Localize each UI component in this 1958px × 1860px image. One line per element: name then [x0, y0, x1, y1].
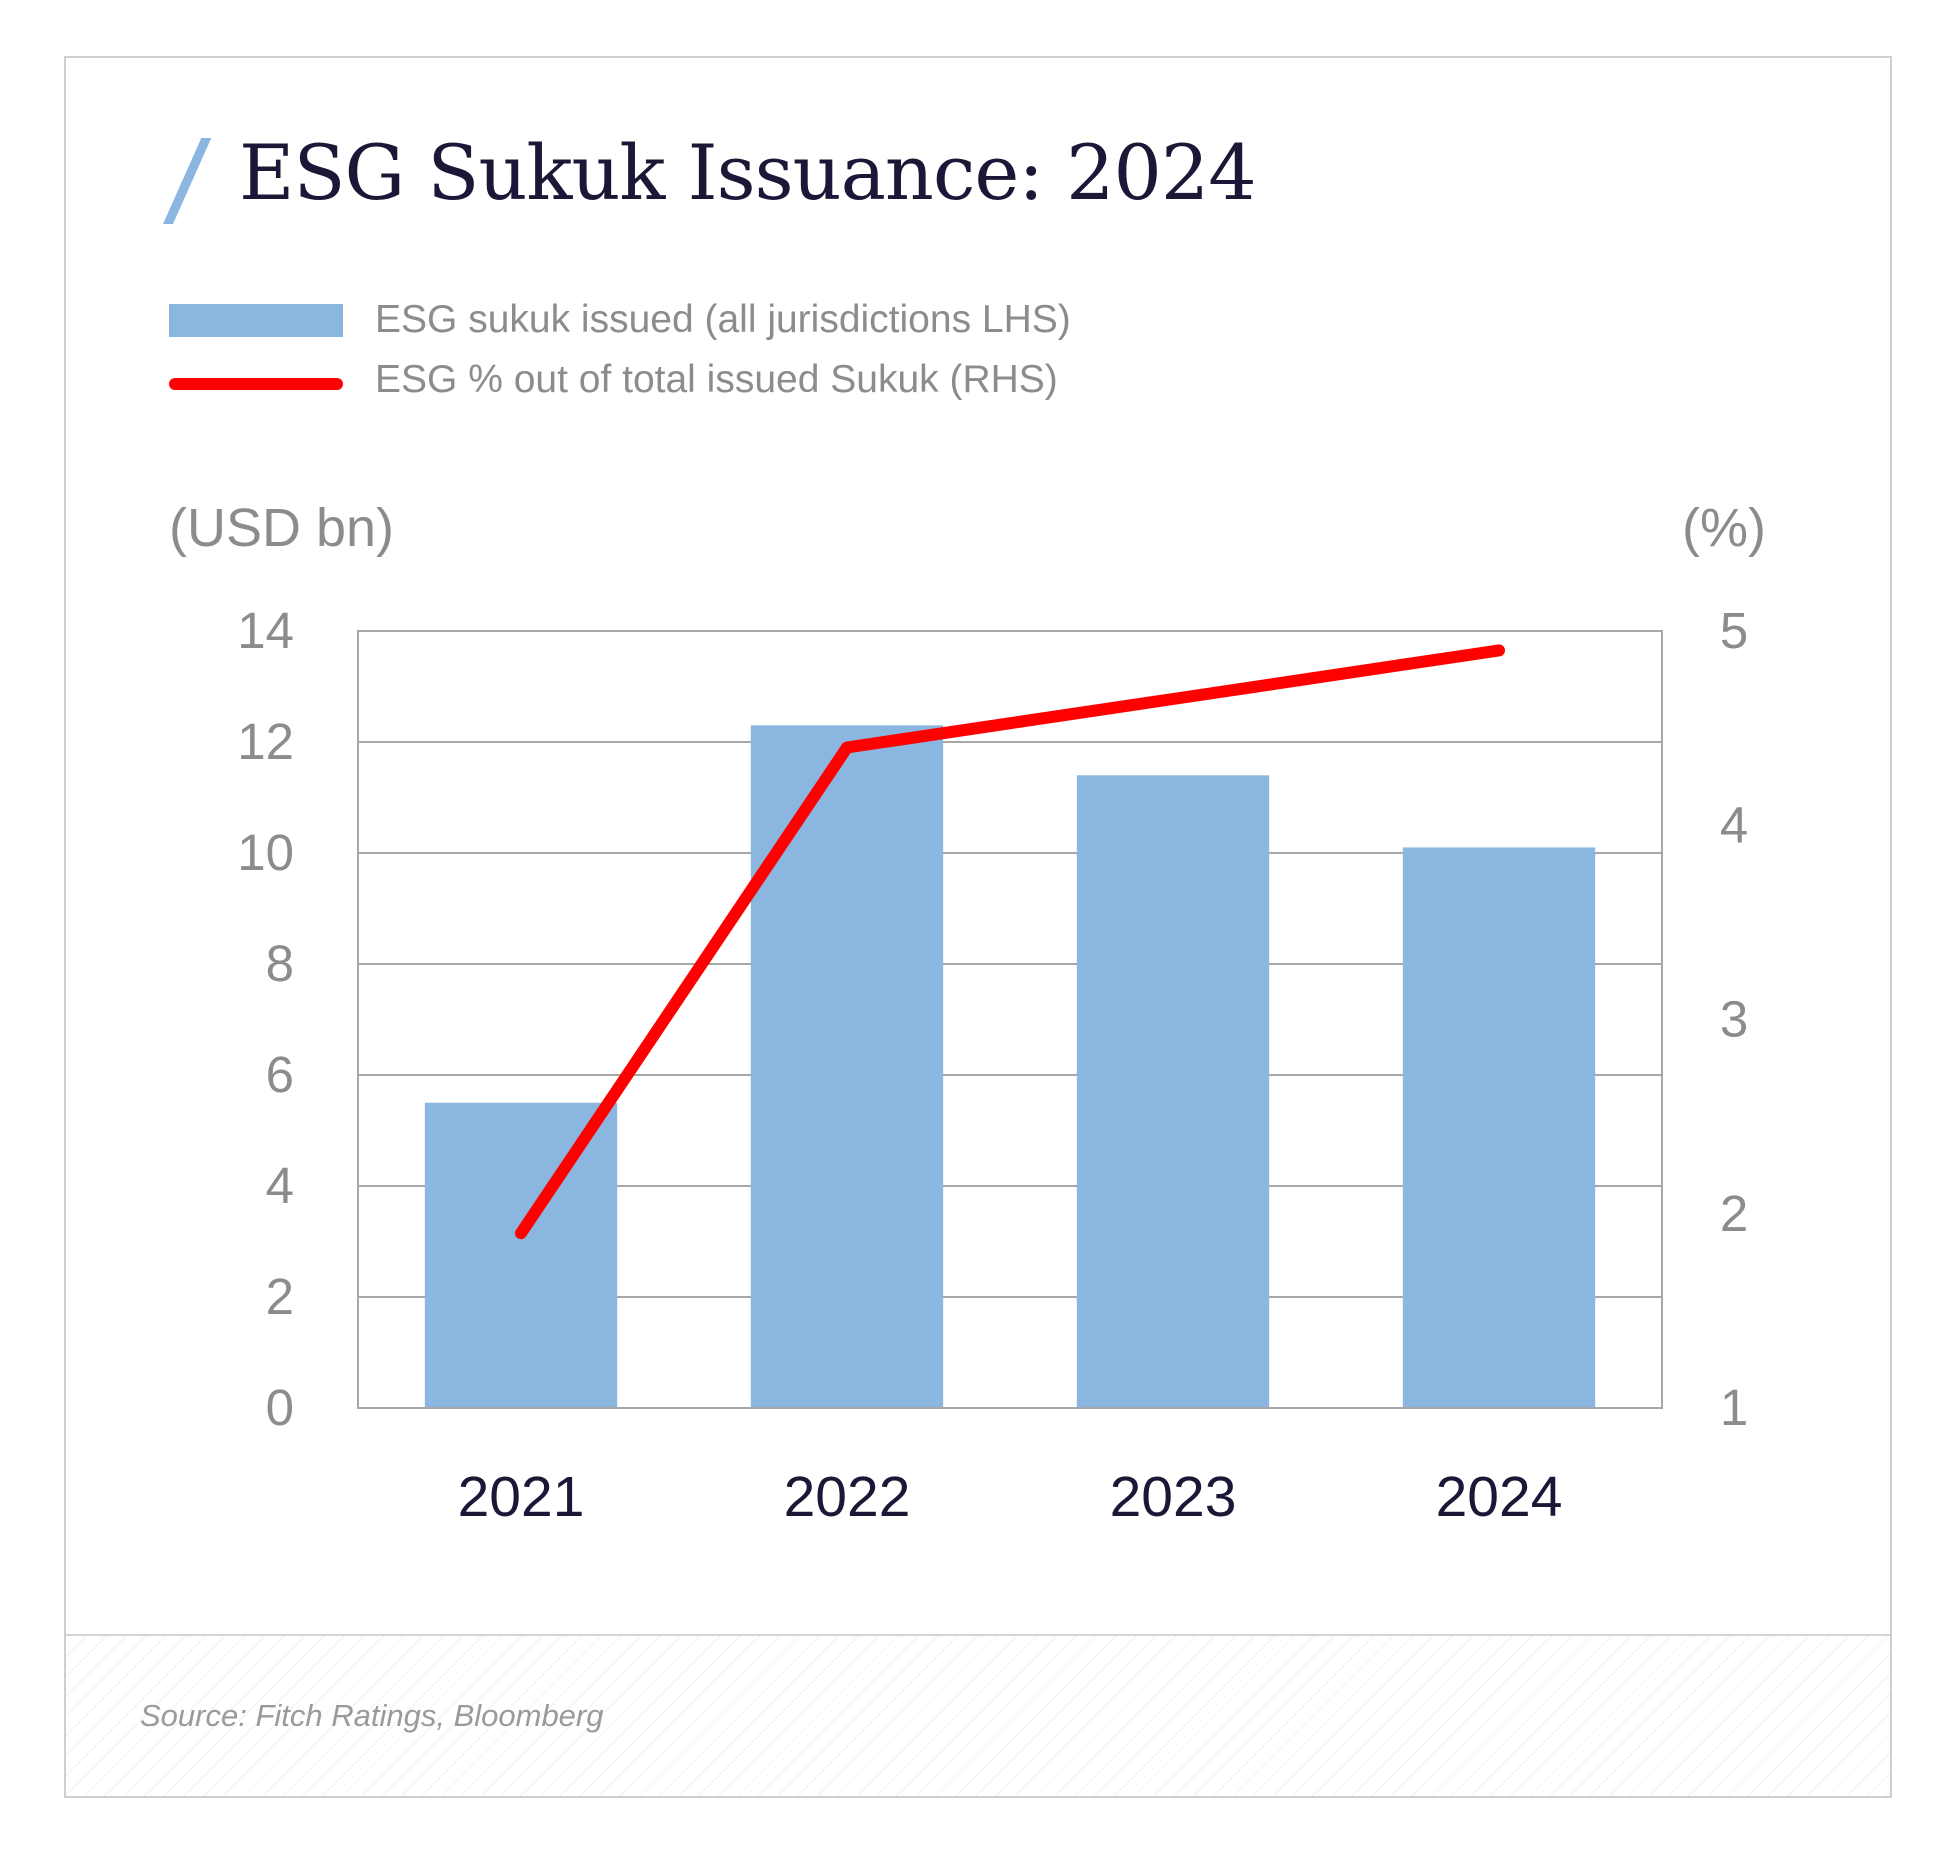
pct-line: [515, 644, 1505, 1240]
left-tick-4: 4: [266, 1157, 294, 1214]
footer: Source: Fitch Ratings, Bloomberg: [66, 1634, 1890, 1796]
bar-2022: [750, 725, 944, 1408]
right-tick-3: 3: [1720, 991, 1748, 1048]
x-tick-2021: 2021: [458, 1465, 585, 1529]
left-axis-ticks: 0 2 4 6 8 10 12 14: [237, 602, 294, 1436]
legend-label-bars: ESG sukuk issued (all jurisdictions LHS): [375, 298, 1071, 341]
right-tick-5: 5: [1720, 602, 1748, 659]
bar-2021: [424, 1102, 618, 1408]
x-axis-ticks: 2021 2022 2023 2024: [458, 1465, 1563, 1529]
right-tick-1: 1: [1720, 1379, 1748, 1436]
left-tick-10: 10: [237, 824, 294, 881]
chart-card: ESG Sukuk Issuance: 2024 ESG sukuk issue…: [64, 56, 1892, 1798]
chart-title: ESG Sukuk Issuance: 2024: [239, 128, 1257, 217]
left-tick-14: 14: [237, 602, 294, 659]
left-tick-12: 12: [237, 713, 294, 770]
x-tick-2023: 2023: [1110, 1465, 1237, 1529]
left-tick-2: 2: [266, 1268, 294, 1325]
legend-label-line: ESG % out of total issued Sukuk (RHS): [375, 358, 1058, 401]
x-tick-2024: 2024: [1436, 1465, 1563, 1529]
source-note: Source: Fitch Ratings, Bloomberg: [140, 1698, 604, 1733]
right-axis-unit: (%): [1682, 498, 1766, 558]
bar-2024: [1402, 847, 1596, 1408]
left-tick-0: 0: [266, 1379, 294, 1436]
plot-frame: [357, 630, 1663, 1409]
x-tick-2022: 2022: [784, 1465, 911, 1529]
legend-swatch-bar: [169, 304, 343, 337]
bars: [424, 725, 1596, 1408]
right-axis-ticks: 1 2 3 4 5: [1720, 602, 1748, 1436]
plot-border: [357, 630, 1663, 1409]
right-tick-2: 2: [1720, 1185, 1748, 1242]
left-tick-8: 8: [266, 935, 294, 992]
legend-swatch-line: [169, 378, 343, 390]
pct-series-line: [515, 644, 1505, 1240]
bar-2023: [1076, 775, 1270, 1408]
left-axis-unit: (USD bn): [169, 498, 394, 558]
right-tick-4: 4: [1720, 796, 1748, 853]
left-tick-6: 6: [266, 1046, 294, 1103]
